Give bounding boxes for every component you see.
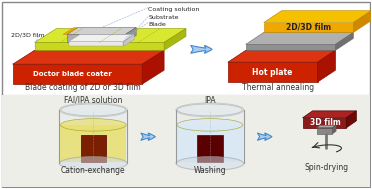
Text: Washing: Washing: [193, 166, 226, 175]
Text: Blade coating of 2D or 3D film: Blade coating of 2D or 3D film: [25, 83, 140, 92]
Text: Spin-drying: Spin-drying: [304, 163, 349, 172]
Text: IPA: IPA: [204, 96, 216, 105]
FancyBboxPatch shape: [197, 135, 222, 163]
Polygon shape: [63, 27, 78, 34]
FancyBboxPatch shape: [176, 110, 244, 163]
Ellipse shape: [60, 156, 127, 170]
FancyBboxPatch shape: [177, 125, 243, 163]
FancyBboxPatch shape: [13, 64, 142, 84]
Text: Thermal annealing: Thermal annealing: [241, 83, 314, 92]
FancyBboxPatch shape: [61, 125, 126, 163]
Polygon shape: [246, 33, 353, 44]
Text: 2D/3D film: 2D/3D film: [11, 33, 44, 38]
Text: Hot plate: Hot plate: [253, 68, 293, 77]
Polygon shape: [318, 50, 336, 82]
Text: 3D film: 3D film: [310, 118, 341, 127]
Polygon shape: [317, 125, 336, 128]
Polygon shape: [228, 50, 336, 62]
Polygon shape: [67, 27, 136, 34]
Polygon shape: [13, 50, 164, 64]
Text: Cation-exchange: Cation-exchange: [61, 166, 126, 175]
Polygon shape: [123, 34, 134, 46]
Ellipse shape: [176, 103, 244, 117]
Polygon shape: [302, 111, 356, 118]
Text: Doctor blade coater: Doctor blade coater: [33, 71, 112, 77]
FancyBboxPatch shape: [35, 42, 164, 50]
Polygon shape: [336, 33, 353, 50]
Polygon shape: [35, 29, 186, 42]
FancyBboxPatch shape: [81, 135, 106, 163]
Ellipse shape: [61, 119, 126, 131]
Ellipse shape: [60, 103, 127, 117]
Polygon shape: [125, 27, 136, 42]
Ellipse shape: [177, 119, 243, 131]
Polygon shape: [69, 34, 134, 41]
FancyBboxPatch shape: [69, 41, 123, 46]
FancyBboxPatch shape: [302, 118, 346, 128]
Text: Blade: Blade: [148, 22, 166, 26]
FancyBboxPatch shape: [60, 110, 127, 163]
Ellipse shape: [176, 156, 244, 170]
Text: FAI/IPA solution: FAI/IPA solution: [64, 96, 122, 105]
Polygon shape: [353, 11, 371, 33]
FancyBboxPatch shape: [67, 34, 125, 42]
Polygon shape: [142, 50, 164, 84]
Polygon shape: [264, 11, 371, 22]
Polygon shape: [164, 29, 186, 50]
FancyBboxPatch shape: [2, 95, 370, 187]
Polygon shape: [333, 125, 336, 134]
FancyBboxPatch shape: [246, 44, 336, 50]
Text: Coating solution: Coating solution: [148, 7, 199, 12]
FancyBboxPatch shape: [264, 22, 353, 33]
Text: 2D/3D film: 2D/3D film: [286, 23, 331, 32]
Text: Substrate: Substrate: [148, 15, 179, 20]
FancyBboxPatch shape: [317, 128, 333, 134]
FancyBboxPatch shape: [2, 2, 370, 187]
FancyBboxPatch shape: [228, 62, 318, 82]
Polygon shape: [346, 111, 356, 128]
